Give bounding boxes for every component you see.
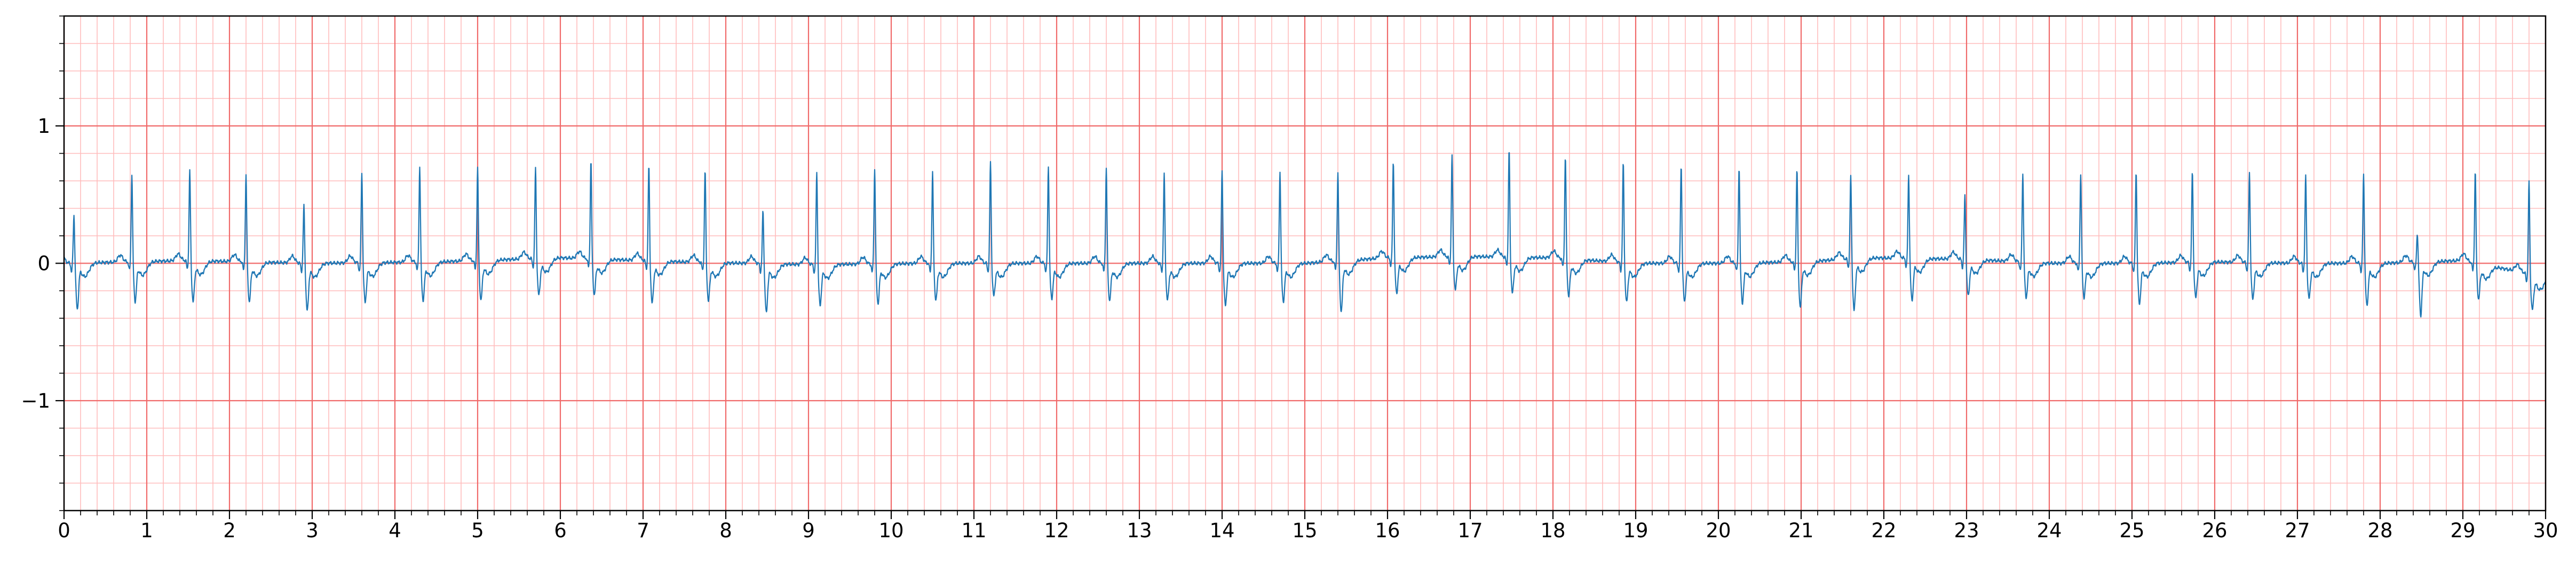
x-tick-label: 4 (389, 519, 401, 542)
x-tick-label: 27 (2285, 519, 2310, 542)
x-tick-label: 21 (1788, 519, 1813, 542)
x-tick-label: 28 (2367, 519, 2392, 542)
series-layer (64, 152, 2546, 318)
x-tick-label: 15 (1292, 519, 1317, 542)
x-tick-label: 10 (878, 519, 903, 542)
x-tick-label: 22 (1871, 519, 1896, 542)
x-tick-label: 3 (306, 519, 319, 542)
x-tick-label: 14 (1209, 519, 1234, 542)
x-tick-label: 13 (1127, 519, 1152, 542)
ecg-trace (64, 152, 2546, 318)
ticks-layer: 0 1 2 3 4 5 6 7 8 9 10 11 12 13 14 15 16 17 18 19 20 21 22 23 24… (21, 15, 2558, 542)
x-tick-label: 8 (719, 519, 732, 542)
x-tick-label: 24 (2036, 519, 2062, 542)
x-tick-label: 5 (471, 519, 484, 542)
x-tick-label: 29 (2450, 519, 2475, 542)
x-tick-label: 2 (223, 519, 236, 542)
x-tick-label: 30 (2533, 519, 2558, 542)
x-tick-label: 12 (1044, 519, 1069, 542)
x-tick-label: 16 (1375, 519, 1400, 542)
x-tick-label: 20 (1706, 519, 1731, 542)
x-tick-label: 11 (961, 519, 986, 542)
x-tick-label: 9 (802, 519, 815, 542)
x-tick-label: 26 (2202, 519, 2227, 542)
x-tick-label: 19 (1623, 519, 1648, 542)
y-tick-label: −1 (21, 389, 50, 412)
x-tick-label: 18 (1540, 519, 1565, 542)
x-tick-label: 17 (1457, 519, 1483, 542)
x-tick-label: 7 (637, 519, 649, 542)
x-tick-label: 0 (58, 519, 70, 542)
x-tick-label: 25 (2119, 519, 2144, 542)
x-tick-label: 23 (1954, 519, 1979, 542)
x-tick-label: 6 (554, 519, 567, 542)
x-tick-label: 1 (140, 519, 153, 542)
y-tick-label: 0 (37, 252, 50, 275)
y-tick-label: 1 (37, 115, 50, 138)
